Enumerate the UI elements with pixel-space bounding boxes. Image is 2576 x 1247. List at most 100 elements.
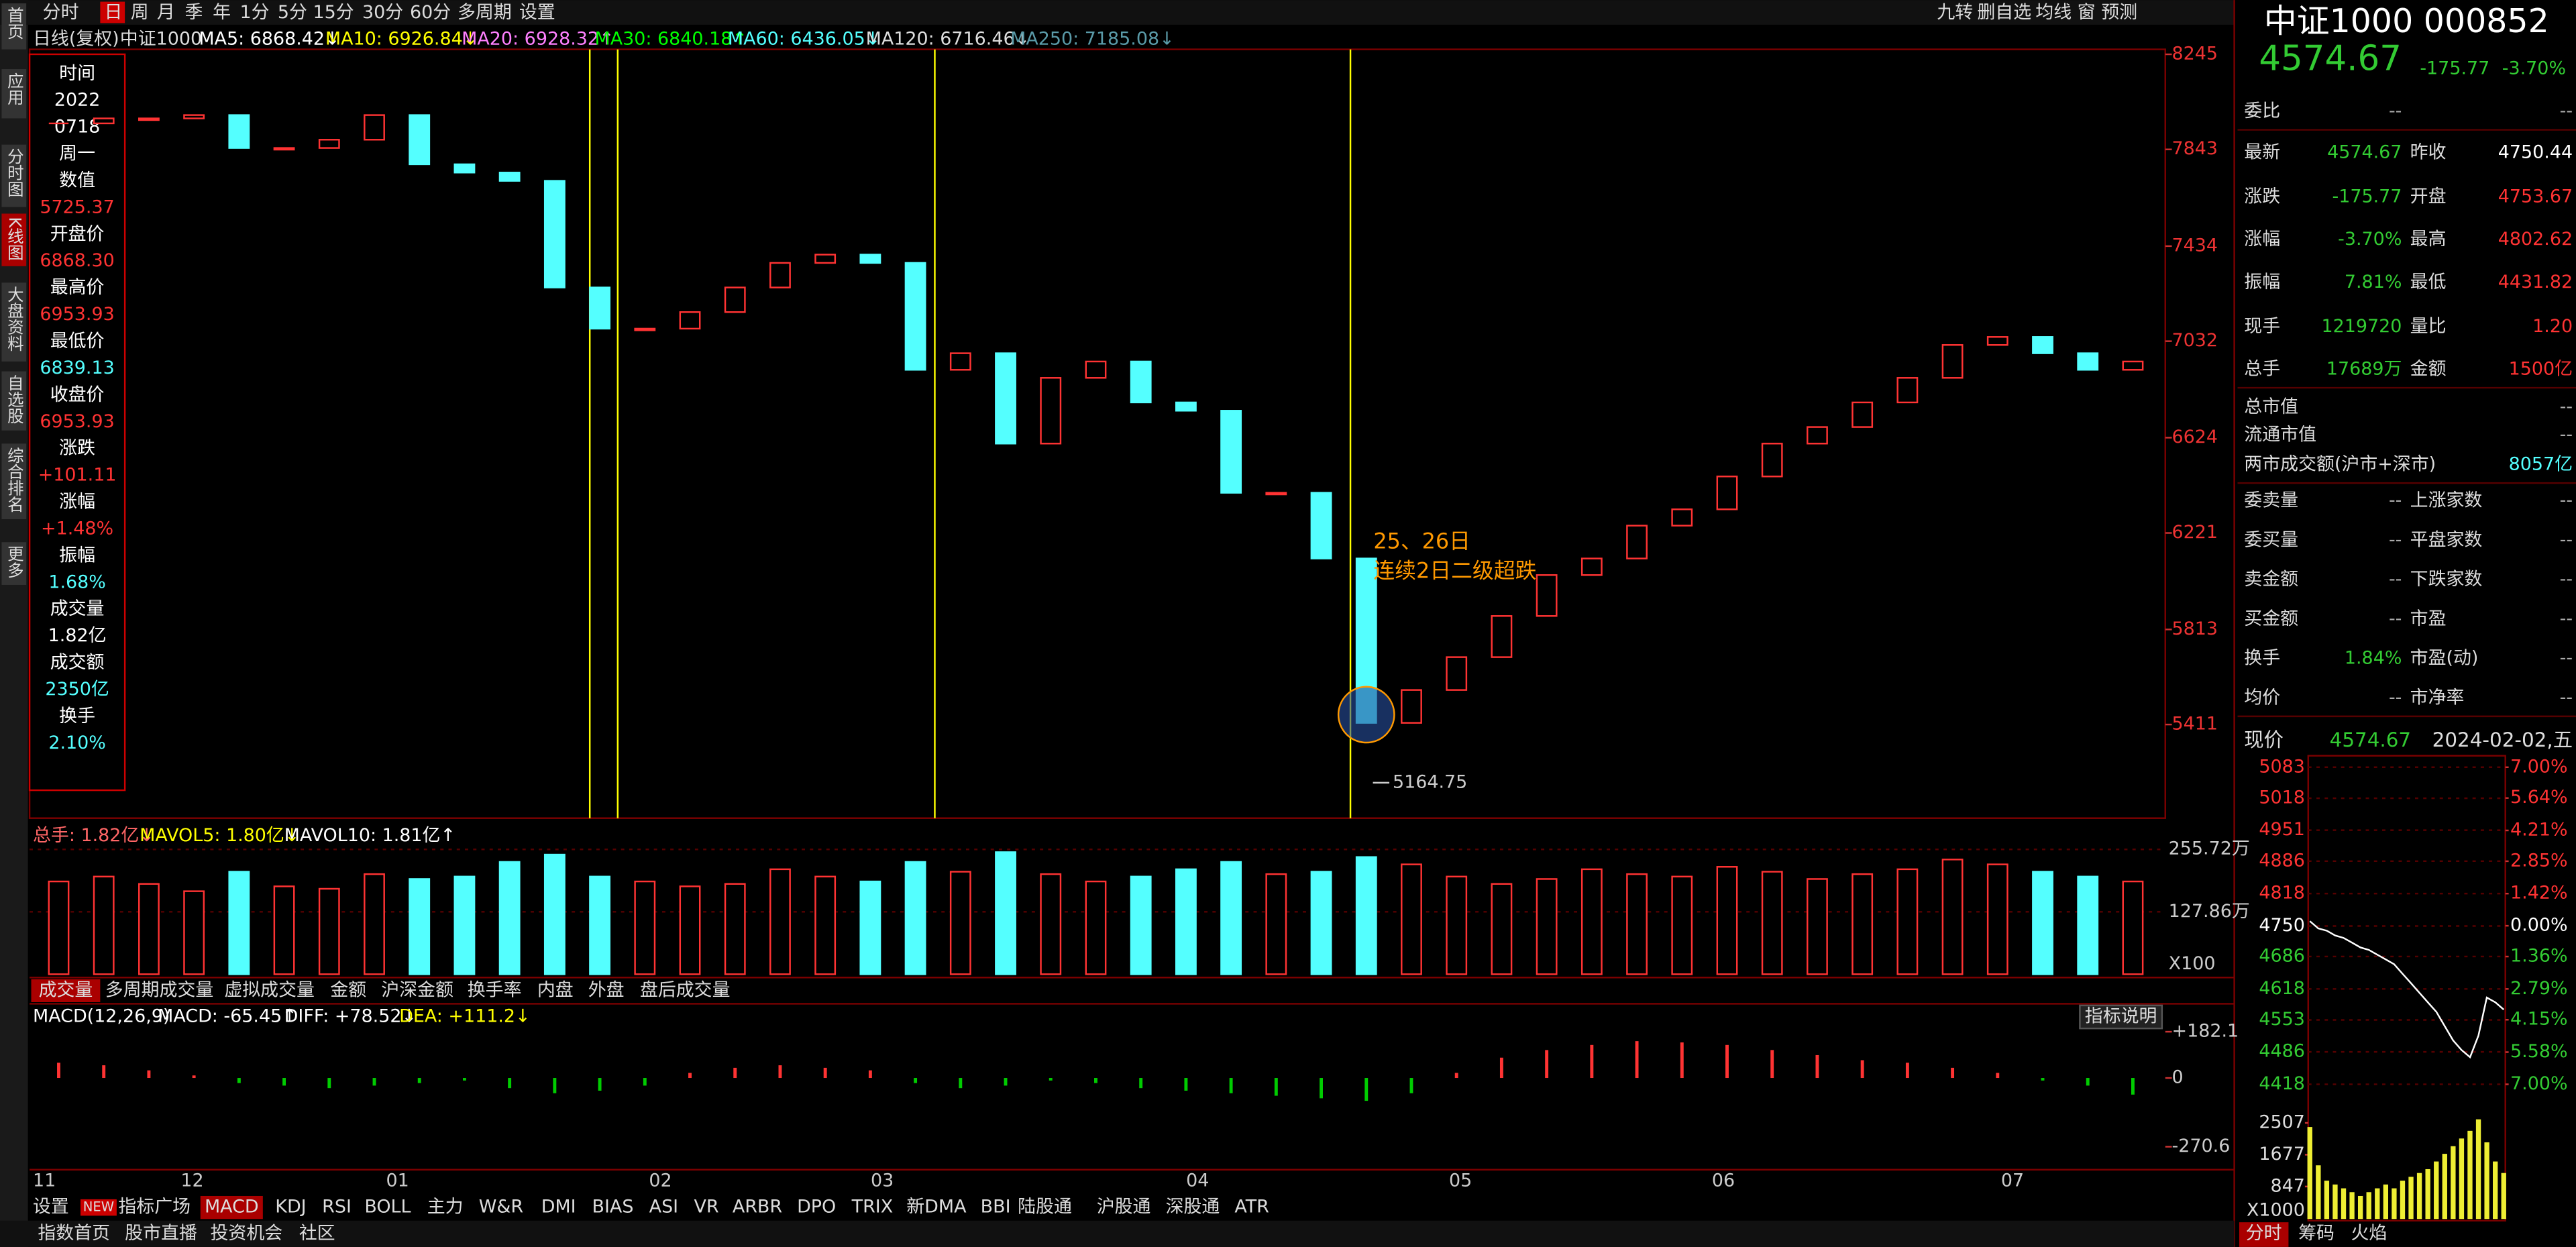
candle <box>364 114 385 141</box>
period-button[interactable]: 日 <box>105 2 123 23</box>
candle <box>1761 443 1783 478</box>
indicator-tab[interactable]: DPO <box>797 1197 836 1217</box>
indicator-tab[interactable]: MACD <box>205 1197 259 1217</box>
nav-button[interactable] <box>1 68 27 119</box>
nav-button[interactable] <box>1 213 27 266</box>
macd-bar <box>1184 1078 1188 1091</box>
volume-bar <box>1355 856 1377 975</box>
candle <box>995 352 1016 445</box>
field-value: -3.70% <box>2338 229 2402 250</box>
nav-label[interactable]: 首页 <box>5 6 25 39</box>
nav-label[interactable]: 大盘资料 <box>5 286 25 351</box>
indicator-tab[interactable]: 陆股通 <box>1018 1197 1072 1217</box>
tab[interactable]: 多周期成交量 <box>105 979 214 1000</box>
macd-bar <box>1499 1057 1503 1079</box>
indicator-tab[interactable]: ATR <box>1234 1197 1269 1217</box>
period-button[interactable]: 年 <box>213 2 231 23</box>
indicator-tab[interactable]: 设置 <box>33 1197 69 1217</box>
period-button[interactable]: 1分 <box>240 2 270 23</box>
field-label: 涨幅 <box>2244 229 2280 250</box>
nav-button[interactable] <box>1 144 27 207</box>
macd-bar <box>57 1063 60 1079</box>
indicator-tab[interactable]: RSI <box>322 1197 352 1217</box>
nav-button[interactable] <box>1 542 27 585</box>
field-value: -- <box>2389 490 2402 511</box>
indicator-tab[interactable]: 主力 <box>427 1197 464 1217</box>
footer-link[interactable]: 指数首页 <box>38 1223 110 1244</box>
volume-bar <box>273 885 295 975</box>
nav-button[interactable] <box>1 443 27 519</box>
tab[interactable]: 虚拟成交量 <box>224 979 315 1000</box>
tool-button[interactable]: 均线 <box>2035 2 2072 23</box>
nav-label[interactable]: 分时图 <box>5 148 25 197</box>
nav-button[interactable] <box>1 3 27 50</box>
period-button[interactable]: 5分 <box>278 2 307 23</box>
nav-button[interactable] <box>1 371 27 431</box>
tool-button[interactable]: 预测 <box>2101 2 2137 23</box>
help-button[interactable]: 指标说明 <box>2085 1006 2157 1027</box>
indicator-tab[interactable]: VR <box>694 1197 718 1217</box>
candle <box>769 262 791 288</box>
panel-tab[interactable]: 筹码 <box>2298 1223 2334 1244</box>
candle <box>1130 360 1152 404</box>
indicator-tab[interactable]: NEW <box>83 1199 114 1215</box>
indicator-tab[interactable]: TRIX <box>851 1197 894 1217</box>
tab[interactable]: 沪深金额 <box>381 979 453 1000</box>
indicator-tab[interactable]: 沪股通 <box>1097 1197 1151 1217</box>
indicator-tab[interactable]: ASI <box>649 1197 678 1217</box>
indicator-tab[interactable]: DMI <box>541 1197 576 1217</box>
indicator-tab[interactable]: KDJ <box>275 1197 306 1217</box>
indicator-tab[interactable]: ARBR <box>733 1197 782 1217</box>
nav-button[interactable] <box>1 282 27 362</box>
indicator-tab[interactable]: 深股通 <box>1166 1197 1220 1217</box>
period-button[interactable]: 季 <box>185 2 203 23</box>
candle <box>318 139 340 149</box>
indicator-tab[interactable]: 新DMA <box>906 1197 967 1217</box>
period-button[interactable]: 多周期 <box>458 2 512 23</box>
period-button[interactable]: 周 <box>131 2 149 23</box>
tool-button[interactable]: 窗 <box>2078 2 2096 23</box>
indicator-tab[interactable]: BOLL <box>364 1197 411 1217</box>
nav-label[interactable]: 自选股 <box>5 374 25 424</box>
tab[interactable]: 换手率 <box>468 979 522 1000</box>
y-tick-label: 8245 <box>2172 43 2218 64</box>
footer-link[interactable]: 社区 <box>299 1223 335 1244</box>
indicator-tab[interactable]: W&R <box>479 1197 523 1217</box>
nav-label[interactable]: 更多 <box>5 545 25 578</box>
indicator-tab[interactable]: 指标广场 <box>118 1197 191 1217</box>
indicator-tab[interactable]: BBI <box>981 1197 1011 1217</box>
period-button[interactable]: 15分 <box>313 2 354 23</box>
info-item: 1.82亿 <box>48 625 107 646</box>
volume-bar <box>1986 863 2008 975</box>
tab[interactable]: 成交量 <box>39 979 93 1000</box>
volume-bar <box>2077 875 2099 975</box>
price-line <box>2309 920 2505 1059</box>
indicator-tab[interactable]: BIAS <box>592 1197 634 1217</box>
period-button[interactable]: 设置 <box>519 2 555 23</box>
tab[interactable]: 盘后成交量 <box>640 979 731 1000</box>
volume-legend: 总手: 1.82亿↓ <box>33 825 154 846</box>
nav-label[interactable]: K线图 <box>5 217 25 260</box>
period-button[interactable]: 分时 <box>43 2 79 23</box>
footer-link[interactable]: 股市直播 <box>125 1223 197 1244</box>
period-button[interactable]: 60分 <box>410 2 451 23</box>
panel-tab[interactable]: 分时 <box>2246 1223 2282 1244</box>
tool-button[interactable]: 九转 <box>1937 2 1973 23</box>
tab[interactable]: 外盘 <box>588 979 625 1000</box>
help-button[interactable] <box>2079 1004 2163 1030</box>
nav-label[interactable]: 应用 <box>5 72 25 105</box>
tab[interactable]: 内盘 <box>537 979 574 1000</box>
period-button[interactable]: 30分 <box>362 2 403 23</box>
tool-button[interactable]: 删自选 <box>1977 2 2031 23</box>
field-label: 最低 <box>2410 272 2447 292</box>
volume-bar <box>1491 883 1513 975</box>
y-tick-label: 7032 <box>2172 330 2218 351</box>
nav-label[interactable]: 综合排名 <box>5 447 25 512</box>
panel-tab[interactable]: 火焰 <box>2351 1223 2387 1244</box>
quote-pct: -3.70% <box>2502 58 2566 78</box>
candle <box>273 147 295 151</box>
tab[interactable]: 金额 <box>330 979 366 1000</box>
period-button[interactable]: 月 <box>157 2 175 23</box>
footer-link[interactable]: 投资机会 <box>210 1223 282 1244</box>
